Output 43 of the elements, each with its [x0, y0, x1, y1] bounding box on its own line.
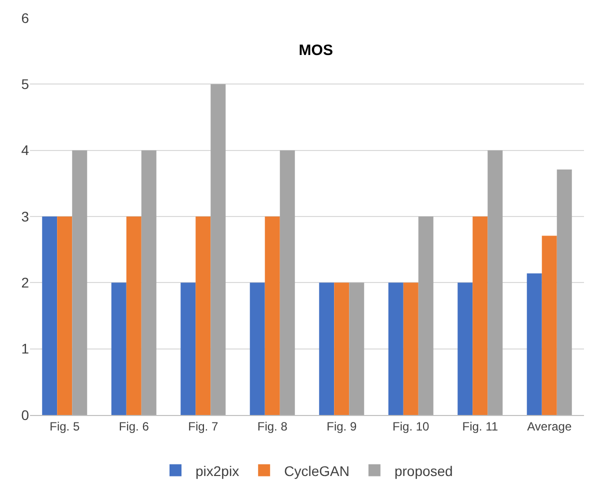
x-tick-label: Average	[527, 419, 572, 434]
x-tick-label: Fig. 5	[50, 419, 80, 434]
y-tick-label: 3	[21, 208, 30, 224]
bar	[196, 216, 211, 415]
bar	[111, 282, 126, 415]
bar	[472, 216, 488, 415]
y-tick-label: 6	[21, 10, 30, 26]
bar	[42, 216, 58, 415]
bar	[264, 216, 280, 415]
bar	[250, 282, 265, 415]
legend-label: CycleGAN	[284, 462, 350, 479]
bar	[403, 282, 418, 415]
bar	[556, 170, 572, 415]
bar	[488, 150, 503, 415]
bar	[57, 216, 72, 415]
bar	[210, 84, 226, 415]
x-tick-label: Fig. 9	[326, 419, 357, 434]
bar	[458, 282, 473, 415]
bar	[418, 216, 434, 415]
bar	[334, 282, 350, 415]
y-tick-label: 2	[21, 274, 30, 291]
bar	[126, 216, 142, 415]
bar	[72, 150, 88, 415]
bar	[349, 282, 364, 415]
x-tick-label: Fig. 6	[118, 419, 150, 434]
y-tick-label: 0	[21, 406, 30, 423]
bar	[319, 282, 334, 415]
bar	[141, 150, 156, 415]
text: MOS	[298, 42, 333, 60]
y-tick-label: 5	[21, 76, 30, 92]
bar	[180, 282, 196, 415]
x-tick-label: Fig. 10	[392, 419, 430, 434]
x-tick-label: Fig. 11	[462, 419, 498, 434]
bar	[280, 150, 295, 415]
bar	[388, 282, 404, 415]
legend-label: proposed	[394, 462, 453, 479]
x-tick-label: Fig. 7	[188, 419, 218, 434]
x-tick-label: Fig. 8	[257, 419, 288, 434]
y-tick-label: 4	[21, 142, 30, 158]
legend-label: pix2pix	[196, 462, 240, 479]
y-tick-label: 1	[21, 340, 30, 357]
bar	[542, 236, 557, 415]
bar	[526, 273, 542, 415]
